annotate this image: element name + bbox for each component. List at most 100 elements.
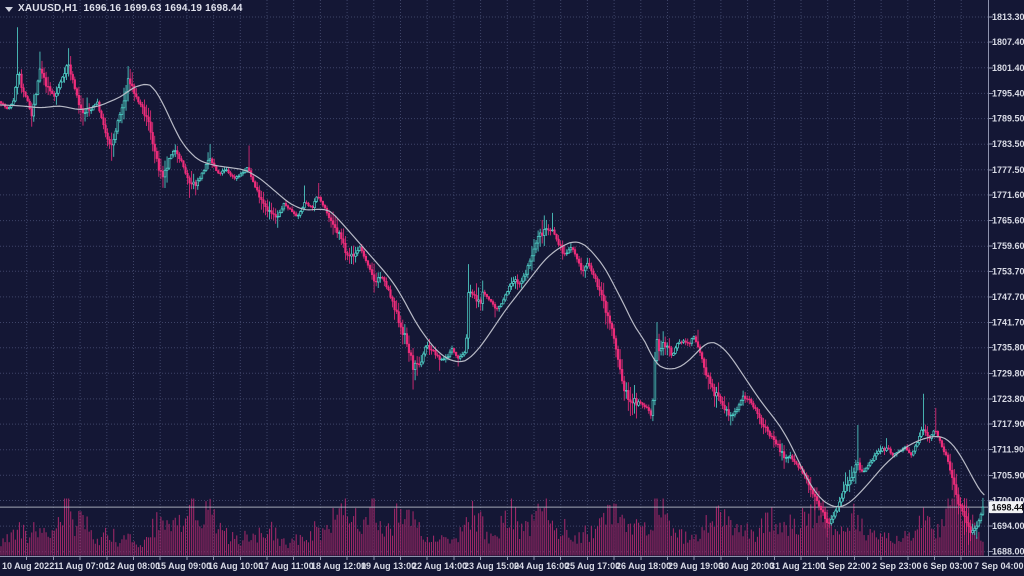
volume-bar	[892, 542, 894, 556]
candle-body	[57, 87, 60, 94]
volume-bar	[404, 519, 406, 556]
candle-body	[621, 369, 624, 382]
volume-bar	[119, 543, 121, 556]
candle-body	[457, 355, 460, 359]
volume-bar	[88, 531, 90, 556]
volume-bar	[168, 523, 170, 556]
volume-bar	[457, 542, 459, 556]
volume-bar	[545, 498, 547, 556]
volume-bar	[301, 536, 303, 556]
candle-body	[303, 202, 306, 209]
candle-body	[481, 291, 484, 304]
candle-body	[598, 286, 601, 291]
candle-body	[659, 348, 663, 352]
time-label: 26 Aug 18:00	[616, 561, 671, 571]
candle-body	[797, 463, 800, 468]
volume-bar	[332, 507, 334, 556]
volume-bar	[810, 504, 812, 556]
volume-bar	[865, 540, 867, 556]
candle-body	[606, 312, 609, 317]
candle-body	[362, 250, 365, 257]
volume-bar	[847, 527, 849, 556]
volume-bar	[674, 532, 676, 556]
volume-bar	[791, 528, 793, 556]
candle-body	[295, 213, 298, 217]
candle-body	[588, 263, 591, 267]
volume-bar	[141, 547, 143, 556]
volume-bar	[717, 505, 720, 556]
volume-bar	[291, 538, 293, 556]
candle-body	[225, 169, 228, 171]
volume-bar	[617, 523, 619, 556]
volume-bar	[412, 511, 414, 556]
candle-body	[783, 451, 786, 459]
volume-bar	[465, 517, 467, 556]
volume-bar	[223, 530, 225, 556]
volume-bar	[640, 526, 642, 556]
volume-bar	[857, 514, 859, 556]
volume-bar	[29, 537, 31, 556]
volume-bar	[359, 531, 361, 556]
volume-bar	[705, 515, 707, 556]
candle-body	[942, 446, 946, 453]
candle-body	[383, 277, 386, 282]
volume-bar	[416, 527, 418, 556]
candle-body	[612, 328, 616, 339]
volume-bar	[976, 537, 978, 556]
candle-body	[405, 333, 408, 345]
volume-bar	[143, 539, 146, 556]
volume-bar	[334, 519, 336, 556]
candle-body	[594, 274, 597, 279]
volume-bar	[519, 538, 521, 556]
candle-body	[368, 265, 372, 270]
symbol-dropdown-icon[interactable]	[5, 6, 13, 12]
candle-body	[627, 390, 630, 401]
volume-bar	[652, 530, 654, 556]
volume-bar	[383, 536, 385, 556]
volume-bar	[6, 534, 8, 556]
volume-bar	[242, 540, 244, 556]
candle-body	[914, 445, 917, 452]
volume-bar	[373, 498, 375, 556]
volume-bar	[150, 537, 152, 556]
price-axis-labels[interactable]: 1813.30 1807.40 1801.40 1795.40 1789.50 1783.…	[992, 12, 1024, 557]
volume-bar	[262, 537, 264, 556]
price-label: 1795.40	[992, 88, 1024, 98]
volume-bar	[129, 534, 131, 556]
candle-body	[856, 462, 860, 466]
candle-body	[42, 73, 46, 78]
candle-body	[319, 197, 322, 202]
volume-bar	[443, 536, 445, 556]
volume-bar	[37, 537, 39, 556]
volume-bar	[863, 535, 865, 556]
candle-body	[364, 256, 367, 261]
volume-bar	[250, 540, 252, 556]
volume-bar	[314, 521, 316, 556]
candle-body	[0, 101, 3, 104]
candle-body	[705, 367, 708, 376]
volume-bar	[471, 500, 474, 556]
volume-bar	[724, 509, 726, 556]
candle-body	[944, 451, 948, 456]
candle-body	[397, 311, 400, 323]
price-label: 1723.80	[992, 394, 1024, 404]
candle-body	[186, 173, 189, 179]
chart-plot-area[interactable]	[0, 0, 988, 556]
volume-bar	[441, 535, 443, 556]
volume-bar	[492, 536, 494, 556]
candle-body	[668, 345, 671, 349]
volume-bar	[820, 514, 822, 556]
candle-body	[592, 270, 595, 276]
candle-body	[174, 150, 177, 152]
candle-body	[489, 299, 493, 302]
volume-bar	[189, 504, 191, 556]
candle-body	[260, 197, 263, 200]
volume-bar	[137, 547, 139, 556]
volume-bar	[890, 540, 892, 556]
candle-body	[932, 430, 935, 436]
volume-bar	[105, 527, 107, 556]
time-label: 19 Aug 13:00	[361, 561, 416, 571]
volume-bar	[687, 542, 689, 556]
